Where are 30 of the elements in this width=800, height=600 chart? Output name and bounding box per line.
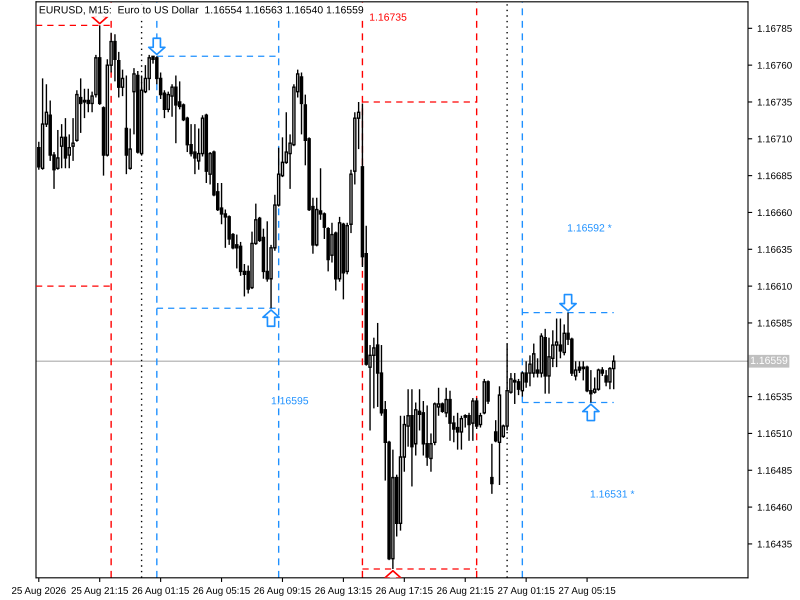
y-tick-label: 1.16710 [758,136,792,142]
x-tick-label: 27 Aug 01:15 [498,587,554,596]
y-tick-label: 1.16510 [758,430,792,438]
x-tick-label: 25 Aug 2026 [12,587,66,596]
y-tick-label: 1.16785 [758,25,792,32]
x-tick-label: 26 Aug 13:15 [315,587,372,596]
y-tick-label: 1.16485 [758,466,792,474]
x-tick-label: 26 Aug 05:15 [193,587,250,596]
annotation: 1.16595 [272,396,308,404]
annotation: 1.16592 * [568,224,612,232]
y-tick-label: 1.16585 [758,320,792,327]
y-tick-label: 1.16635 [758,246,792,253]
x-tick-label: 26 Aug 01:15 [132,587,189,596]
y-tick-label: 1.16685 [758,172,792,180]
y-tick-label: 1.16610 [758,282,792,290]
ref-line-label: 1.16559 [750,356,788,364]
annotation: 1.16735 [370,13,406,21]
chart-title: EURUSD, M15: Euro to US Dollar 1.16554 1.16563 1.16540 1.16559 [40,6,364,15]
x-tick-label: 26 Aug 21:15 [437,587,494,596]
y-tick-label: 1.16735 [758,98,792,106]
x-tick-label: 27 Aug 05:15 [558,587,616,596]
y-tick-label: 1.16460 [758,504,792,511]
x-tick-label: 26 Aug 09:15 [254,587,311,596]
annotation: 1.16531 * [590,490,634,498]
y-tick-label: 1.16435 [758,540,792,548]
y-tick-label: 1.16660 [758,209,792,216]
y-tick-label: 1.16760 [758,62,792,69]
x-tick-label: 26 Aug 17:15 [376,587,433,596]
x-tick-label: 25 Aug 21:15 [72,587,128,596]
y-tick-label: 1.16535 [758,393,792,400]
